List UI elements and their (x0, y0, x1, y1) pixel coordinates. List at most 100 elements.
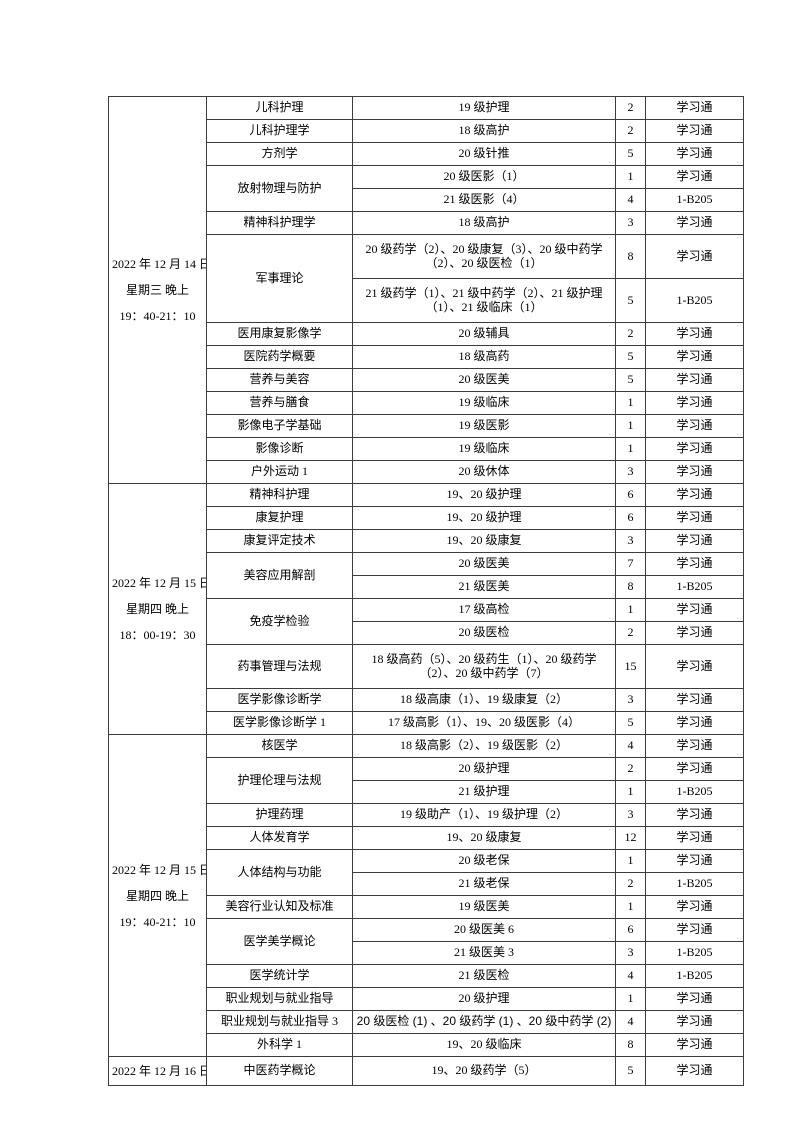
room-cell: 学习通 (645, 621, 744, 645)
classes-cell: 21 级护理 (352, 780, 616, 804)
course-cell: 儿科护理学 (206, 119, 353, 143)
course-cell: 护理伦理与法规 (206, 757, 353, 804)
count-cell: 1 (615, 165, 646, 189)
classes-cell: 19、20 级康复 (352, 826, 616, 850)
date-line: 星期四 晚上 (125, 602, 189, 616)
count-cell: 5 (615, 278, 646, 323)
room-cell: 学习通 (645, 987, 744, 1011)
classes-cell: 20 级医美 (352, 552, 616, 576)
room-cell: 学习通 (645, 414, 744, 438)
classes-cell: 19、20 级护理 (352, 483, 616, 507)
count-cell: 1 (615, 437, 646, 461)
classes-cell: 21 级老保 (352, 872, 616, 896)
room-cell: 学习通 (645, 529, 744, 553)
classes-cell: 19、20 级护理 (352, 506, 616, 530)
date-line: 星期三 晚上 (125, 283, 189, 297)
count-cell: 3 (615, 529, 646, 553)
course-cell: 人体结构与功能 (206, 849, 353, 896)
count-cell: 5 (615, 711, 646, 735)
course-cell: 方剂学 (206, 142, 353, 166)
room-cell: 学习通 (645, 437, 744, 461)
classes-cell: 21 级药学（1）、21 级中药学（2）、21 级护理（1）、21 级临床（1） (352, 278, 616, 323)
count-cell: 1 (615, 895, 646, 919)
table-row: 护理伦理与法规 20 级护理 2 学习通 (109, 757, 744, 804)
room-cell: 学习通 (645, 142, 744, 166)
room-cell: 学习通 (645, 598, 744, 622)
table-row: 营养与美容 20 级医美 5 学习通 (109, 368, 744, 392)
room-cell: 学习通 (645, 826, 744, 850)
table-row: 2022 年 12 月 15 日星期四 晚上 18：00-19：30 精神科护理 19… (108, 483, 744, 735)
table-row: 人体结构与功能 20 级老保 1 学习通 (109, 849, 744, 896)
course-cell: 人体发育学 (206, 826, 353, 850)
table-row: 外科学 1 19、20 级临床 8 学习通 (109, 1033, 744, 1057)
course-cell: 核医学 (206, 734, 353, 758)
course-cell: 医院药学概要 (206, 345, 353, 369)
classes-cell: 17 级高影（1）、19、20 级医影（4） (352, 711, 616, 735)
date-line: 19：40-21：10 (119, 309, 196, 323)
count-cell: 2 (615, 322, 646, 346)
count-cell: 6 (615, 506, 646, 530)
classes-cell: 18 级高护 (352, 211, 616, 235)
classes-cell: 19 级护理 (352, 96, 616, 120)
table-row: 2022 年 12 月 14 日星期三 晚上 19：40-21：10 儿科护理 19 … (108, 96, 744, 484)
date-line: 星期四 晚上 (125, 888, 189, 903)
classes-cell: 20 级医美 (352, 368, 616, 392)
course-cell: 军事理论 (206, 234, 353, 323)
count-cell: 2 (615, 757, 646, 781)
room-cell: 1-B205 (645, 941, 744, 965)
count-cell: 4 (615, 1010, 646, 1034)
course-cell: 外科学 1 (206, 1033, 353, 1057)
course-cell: 免疫学检验 (206, 598, 353, 645)
classes-cell: 20 级辅具 (352, 322, 616, 346)
table-row: 医学统计学 21 级医检 4 1-B205 (109, 964, 744, 988)
room-cell: 学习通 (645, 895, 744, 919)
count-cell: 3 (615, 211, 646, 235)
table-row: 2022 年 12 月 16 日中医药学概论 19、20 级药学（5） 5 学习通 (108, 1056, 744, 1086)
table-row: 2022 年 12 月 15 日星期四 晚上 19：40-21：10 核医学 18 级… (108, 734, 744, 1057)
table-row: 军事理论 20 级药学（2）、20 级康复（3）、20 级中药学（2）、20 级医… (109, 234, 744, 323)
classes-cell: 19 级临床 (352, 437, 616, 461)
course-cell: 医用康复影像学 (206, 322, 353, 346)
classes-cell: 19 级医影 (352, 414, 616, 438)
classes-cell: 21 级医检 (352, 964, 616, 988)
room-cell: 学习通 (645, 460, 744, 484)
classes-cell: 20 级休体 (352, 460, 616, 484)
count-cell: 1 (615, 598, 646, 622)
count-cell: 6 (615, 918, 646, 942)
room-cell: 学习通 (645, 734, 744, 758)
count-cell: 3 (615, 941, 646, 965)
date-line: 19：40-21：10 (119, 914, 196, 929)
classes-cell: 20 级医检 (352, 621, 616, 645)
classes-cell: 18 级高影（2）、19 级医影（2） (352, 734, 616, 758)
count-cell: 4 (615, 734, 646, 758)
table-row: 放射物理与防护 20 级医影（1） 1 学习通 (109, 165, 744, 212)
room-cell: 学习通 (645, 96, 744, 120)
room-cell: 学习通 (645, 368, 744, 392)
room-cell: 学习通 (645, 483, 744, 507)
room-cell: 学习通 (645, 165, 744, 189)
table-row: 医学影像诊断学 18 级高康（1）、19 级康复（2） 3 学习通 (109, 688, 744, 712)
course-cell: 美容应用解剖 (206, 552, 353, 599)
date-line: 2022 年 12 月 16 日 (112, 1064, 207, 1078)
count-cell: 4 (615, 188, 646, 212)
date-line: 18：00-19：30 (119, 628, 196, 642)
classes-cell: 20 级医影（1） (352, 165, 616, 189)
date-line: 2022 年 12 月 15 日 (112, 862, 207, 877)
table-row: 营养与膳食 19 级临床 1 学习通 (109, 391, 744, 415)
course-cell: 美容行业认知及标准 (206, 895, 353, 919)
room-cell: 学习通 (645, 757, 744, 781)
course-cell: 营养与膳食 (206, 391, 353, 415)
table-row: 医院药学概要 18 级高药 5 学习通 (109, 345, 744, 369)
classes-cell: 21 级医美 (352, 575, 616, 599)
count-cell: 15 (615, 644, 646, 689)
table-row: 人体发育学 19、20 级康复 12 学习通 (109, 826, 744, 850)
classes-cell: 21 级医影（4） (352, 188, 616, 212)
course-cell: 医学美学概论 (206, 918, 353, 965)
count-cell: 7 (615, 552, 646, 576)
count-cell: 2 (615, 872, 646, 896)
count-cell: 4 (615, 964, 646, 988)
count-cell: 1 (615, 780, 646, 804)
room-cell: 学习通 (645, 119, 744, 143)
count-cell: 1 (615, 849, 646, 873)
